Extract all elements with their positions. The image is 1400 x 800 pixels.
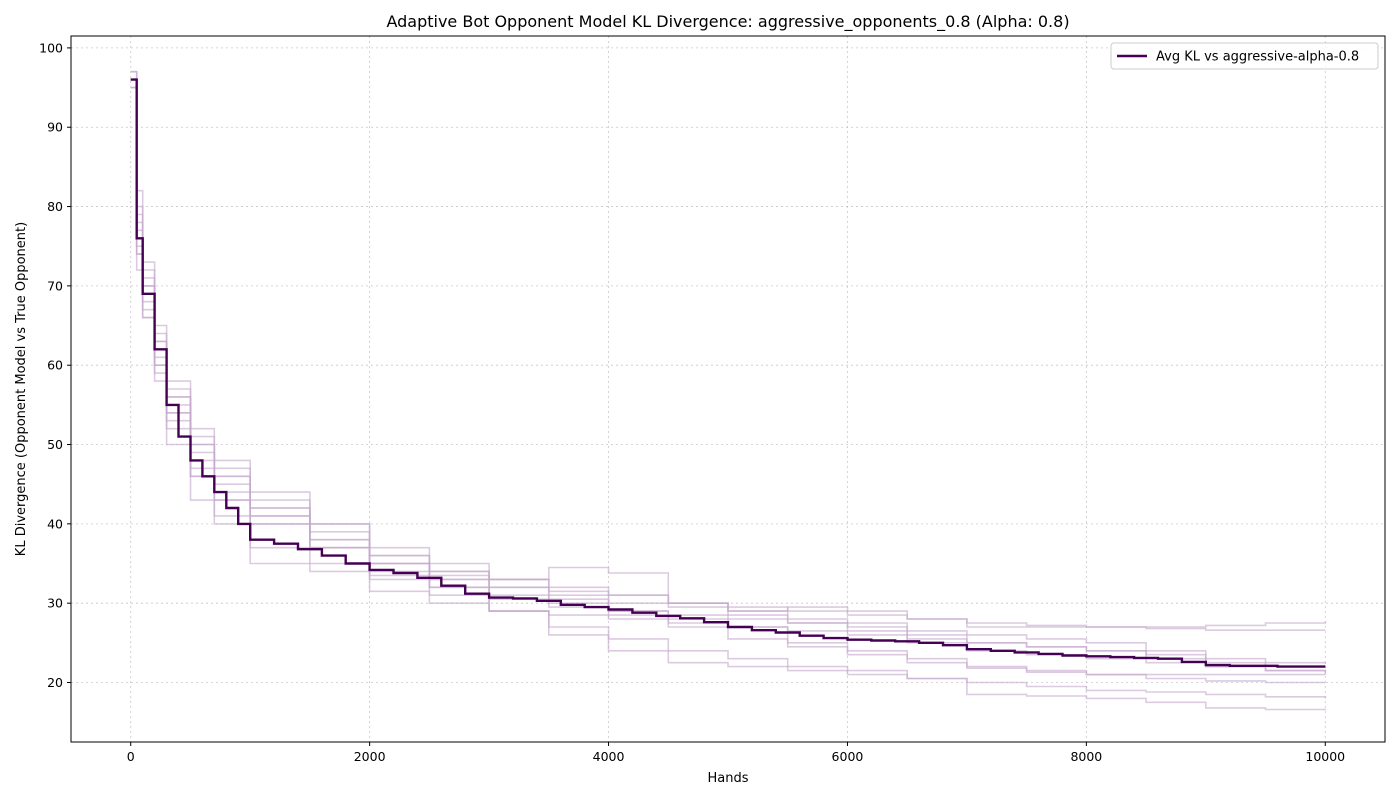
run-line-4: [130, 78, 1327, 673]
legend-box: [1110, 42, 1379, 70]
run-line-3: [130, 78, 1327, 669]
run-line-9: [130, 78, 1326, 684]
x-axis-ticks: 0 2000 4000 6000 8000 10000: [127, 742, 1345, 764]
run-line-10: [130, 78, 1327, 665]
y-tick-label: 70: [47, 278, 63, 293]
y-tick-label: 90: [47, 120, 63, 135]
run-line-5: [130, 70, 1327, 699]
x-tick-label: 0: [127, 749, 135, 764]
x-tick-label: 4000: [593, 749, 625, 764]
average-line: [130, 78, 1326, 668]
y-tick-label: 100: [39, 40, 63, 55]
x-tick-label: 8000: [1070, 749, 1102, 764]
run-lines: [130, 70, 1327, 711]
y-tick-label: 30: [47, 596, 63, 611]
plot-frame: [70, 35, 1386, 743]
y-tick-label: 20: [47, 675, 63, 690]
y-axis-label: KL Divergence (Opponent Model vs True Op…: [14, 222, 29, 556]
x-tick-label: 10000: [1305, 749, 1345, 764]
y-tick-label: 80: [47, 199, 63, 214]
legend-label: Avg KL vs aggressive-alpha-0.8: [1156, 50, 1359, 65]
x-axis-label: Hands: [707, 771, 748, 786]
y-tick-label: 50: [47, 437, 63, 452]
y-tick-label: 40: [47, 516, 63, 531]
x-tick-label: 2000: [354, 749, 386, 764]
chart-title: Adaptive Bot Opponent Model KL Divergenc…: [386, 12, 1069, 32]
x-tick-label: 6000: [832, 749, 864, 764]
legend: Avg KL vs aggressive-alpha-0.8: [1110, 42, 1379, 70]
run-line-2: [130, 86, 1326, 676]
average-line-group: [130, 78, 1326, 668]
y-tick-label: 60: [47, 358, 63, 373]
y-axis-ticks: 20 30 40 50 60 70 80 90 100: [39, 40, 71, 690]
run-line-7: [130, 86, 1327, 675]
